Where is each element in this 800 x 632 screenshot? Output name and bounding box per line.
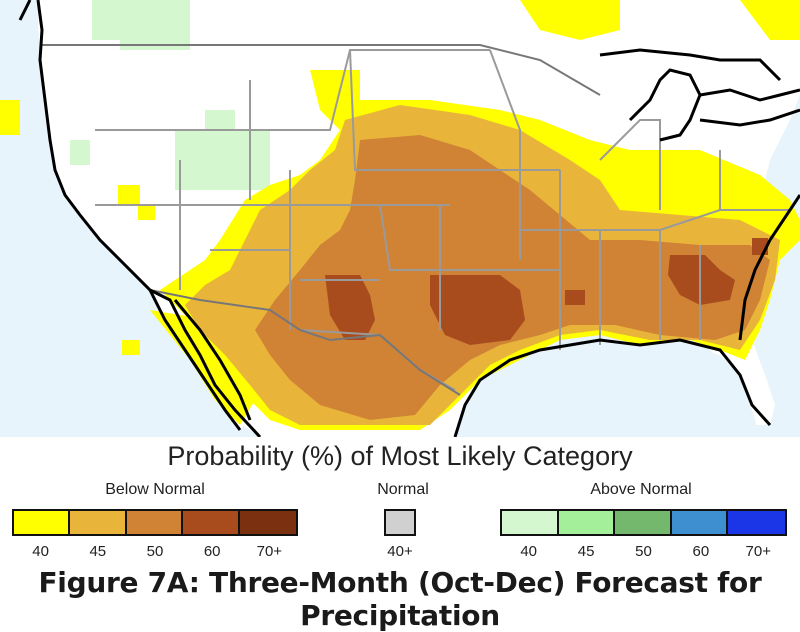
below-normal-ticks: 40 45 50 60 70+ [12,543,298,560]
above-swatch-0 [502,511,559,534]
below-tick-label: 45 [89,543,107,560]
above-tick-label: 45 [577,543,595,560]
above-swatch-1 [558,511,616,534]
below-swatch-2 [126,511,184,534]
above-tick-label: 50 [635,543,652,560]
above-swatch-2 [615,511,672,534]
below-tick-label: 60 [203,543,221,560]
normal-swatch-0 [386,511,414,534]
below-tick-label: 40 [32,543,49,560]
above-tick-label: 60 [692,543,710,560]
below-swatch-0 [14,511,71,534]
above-tick-label: 40 [520,543,538,560]
below-tick-label: 70+ [256,543,283,560]
below-normal-areas [0,0,800,430]
below-normal-label: Below Normal [105,481,205,498]
above-tick-label: 70+ [745,543,771,560]
figure-caption: Figure 7A: Three-Month (Oct-Dec) Forecas… [38,566,762,632]
below-swatch-4 [239,511,296,534]
below-swatch-1 [70,511,127,534]
precipitation-forecast-map [0,0,800,437]
above-normal-areas [70,0,270,190]
above-normal-label: Above Normal [590,481,692,498]
normal-swatches [384,509,416,536]
below-normal-swatches [12,509,298,536]
above-swatch-4 [728,511,785,534]
above-normal-swatches [500,509,787,536]
above-normal-ticks: 40 45 50 60 70+ [500,543,787,560]
country-borders [42,44,601,396]
above-swatch-3 [671,511,729,534]
coastlines [18,0,800,437]
normal-ticks: 40+ [370,543,430,560]
legend-title: Probability (%) of Most Likely Category [167,441,633,471]
below-swatch-3 [183,511,240,534]
below-tick-label: 50 [146,543,164,560]
normal-label: Normal [377,481,429,498]
gulf-water [455,345,760,437]
normal-tick-label: 40+ [387,543,413,560]
